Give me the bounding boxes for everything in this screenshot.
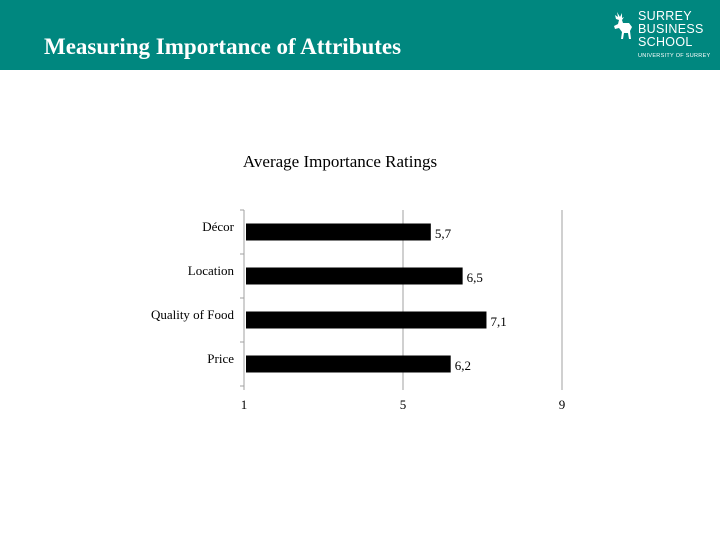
surrey-business-school-logo: SURREY BUSINESS SCHOOL UNIVERSITY OF SUR… — [610, 6, 716, 64]
category-label-quality-of-food: Quality of Food — [151, 307, 235, 322]
bar-quality-of-food — [246, 311, 487, 329]
bar-location — [246, 267, 463, 285]
category-label-price: Price — [207, 351, 234, 366]
logo-line-1: SURREY — [638, 9, 692, 23]
chart-title: Average Importance Ratings — [243, 152, 437, 171]
x-tick-label-5: 5 — [400, 397, 407, 412]
category-label-decor: Décor — [202, 219, 234, 234]
category-label-location: Location — [188, 263, 235, 278]
logo-line-2: BUSINESS — [638, 22, 704, 36]
x-tick-label-9: 9 — [559, 397, 566, 412]
slide-header: Measuring Importance of Attributes SURRE… — [0, 0, 720, 70]
value-label-quality-of-food: 7,1 — [490, 314, 506, 329]
stag-icon — [614, 12, 632, 39]
value-label-location: 6,5 — [467, 270, 483, 285]
value-label-price: 6,2 — [455, 358, 471, 373]
logo-subline: UNIVERSITY OF SURREY — [638, 53, 711, 59]
slide-title: Measuring Importance of Attributes — [44, 34, 402, 59]
bar-price — [246, 355, 451, 373]
value-label-decor: 5,7 — [435, 226, 452, 241]
bars-layer: 1 5 9 Décor 5,7 Location 6,5 Quality of Food 7,1… — [151, 209, 566, 412]
bar-decor — [246, 223, 431, 241]
logo-line-3: SCHOOL — [638, 35, 693, 49]
x-tick-label-1: 1 — [241, 397, 248, 412]
